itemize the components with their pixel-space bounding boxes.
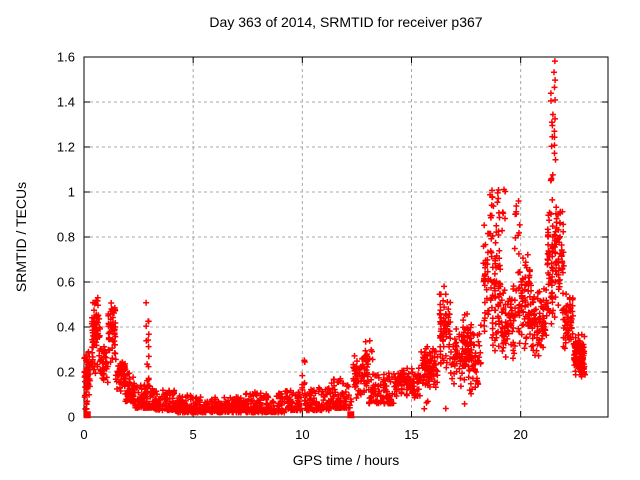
x-tick-label: 5 [190,427,197,442]
x-tick-label: 0 [80,427,87,442]
y-tick-label: 1.2 [57,140,75,155]
x-axis-label: GPS time / hours [293,452,400,468]
plot-border [83,56,609,418]
square-marker [347,411,355,419]
y-axis-label: SRMTID / TECUs [13,182,29,292]
axis-tick-labels: 0 5 10 15 20 0 0.2 0.4 0.6 0.8 1 1.2 1.4 1.6 [57,50,528,443]
data-points-srmtid [81,58,588,416]
y-tick-label: 0 [68,410,75,425]
y-tick-label: 0.2 [57,365,75,380]
square-markers [83,411,355,419]
y-tick-label: 0.4 [57,320,75,335]
y-tick-label: 1 [68,185,75,200]
chart-title: Day 363 of 2014, SRMTID for receiver p36… [209,14,482,30]
y-tick-label: 1.4 [57,95,75,110]
y-tick-label: 1.6 [57,50,75,65]
x-tick-label: 15 [404,427,418,442]
x-tick-label: 20 [513,427,527,442]
x-tick-label: 10 [295,427,309,442]
square-marker [83,411,91,419]
y-tick-label: 0.8 [57,230,75,245]
grid-lines [84,57,608,417]
y-tick-label: 0.6 [57,275,75,290]
